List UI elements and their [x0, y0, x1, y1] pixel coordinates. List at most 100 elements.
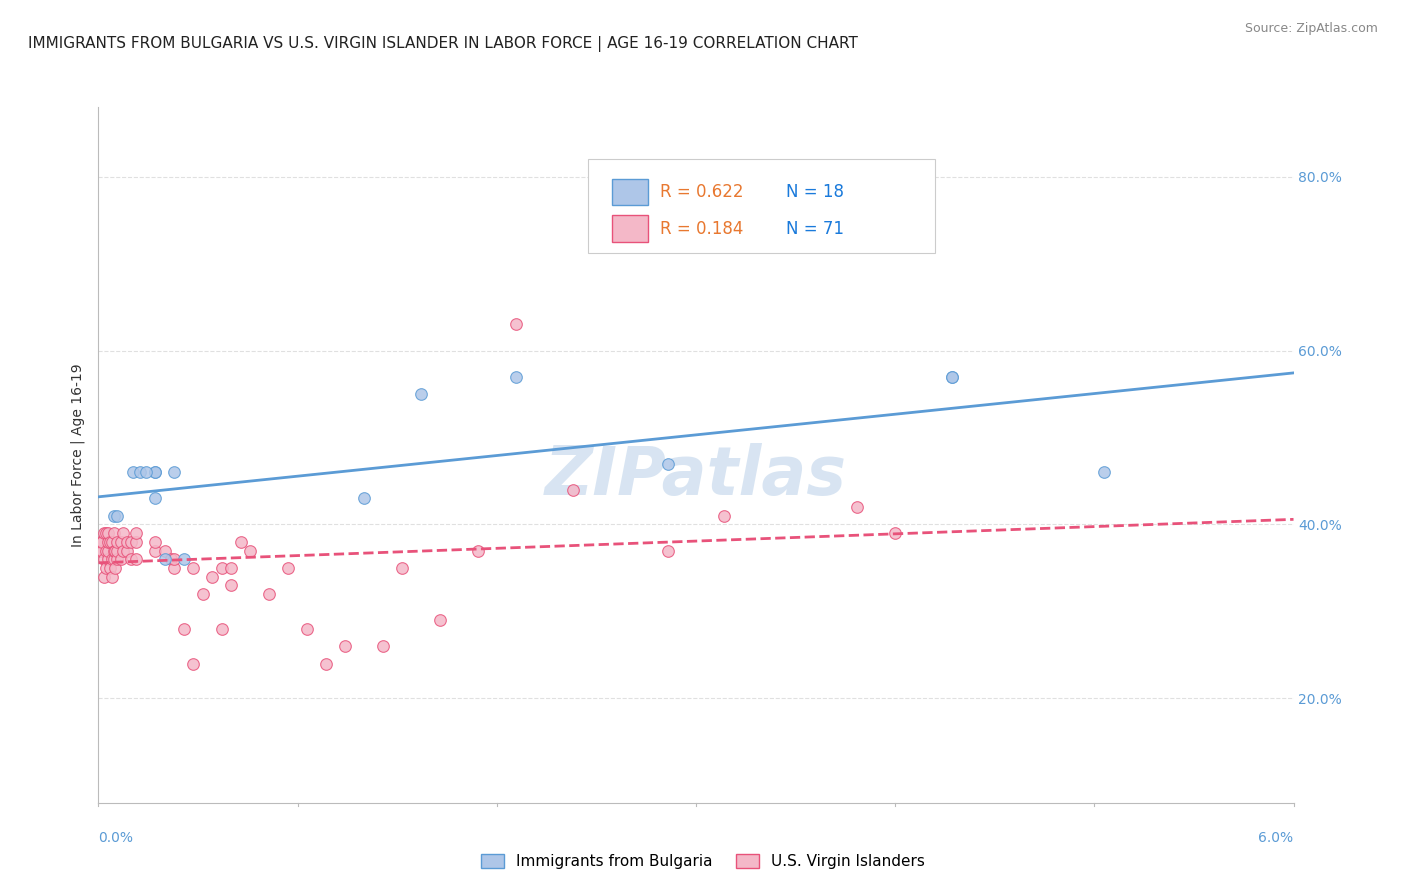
- Point: [125, 552, 148, 566]
- Point: [657, 543, 679, 558]
- Point: [163, 561, 186, 575]
- Point: [143, 466, 166, 480]
- Point: [211, 622, 233, 636]
- Text: ZIPatlas: ZIPatlas: [546, 442, 846, 508]
- Y-axis label: In Labor Force | Age 16-19: In Labor Force | Age 16-19: [70, 363, 86, 547]
- Point: [103, 552, 125, 566]
- Point: [105, 543, 128, 558]
- Point: [941, 369, 963, 384]
- Point: [505, 318, 527, 332]
- Point: [153, 543, 176, 558]
- Point: [94, 526, 117, 541]
- Point: [110, 534, 132, 549]
- Point: [181, 561, 204, 575]
- Point: [229, 534, 252, 549]
- Point: [315, 657, 337, 671]
- Point: [120, 534, 142, 549]
- Point: [98, 561, 121, 575]
- Text: N = 71: N = 71: [786, 219, 844, 237]
- Point: [125, 534, 148, 549]
- Point: [97, 534, 120, 549]
- Point: [91, 534, 114, 549]
- Point: [115, 543, 138, 558]
- Point: [112, 526, 135, 541]
- Point: [91, 534, 114, 549]
- Text: 6.0%: 6.0%: [1258, 830, 1294, 845]
- Point: [846, 500, 869, 514]
- Point: [201, 569, 224, 583]
- Point: [93, 526, 115, 541]
- Point: [163, 552, 186, 566]
- Text: R = 0.184: R = 0.184: [661, 219, 744, 237]
- Point: [391, 561, 413, 575]
- Point: [97, 526, 120, 541]
- Point: [89, 534, 111, 549]
- Point: [94, 543, 117, 558]
- Point: [112, 543, 135, 558]
- Point: [505, 369, 527, 384]
- Point: [105, 508, 128, 523]
- Point: [941, 369, 963, 384]
- Point: [211, 561, 233, 575]
- Point: [239, 543, 262, 558]
- Point: [89, 543, 111, 558]
- Point: [97, 543, 120, 558]
- Point: [120, 552, 142, 566]
- Point: [94, 561, 117, 575]
- Text: N = 18: N = 18: [786, 183, 844, 201]
- Point: [467, 543, 489, 558]
- Point: [93, 552, 115, 566]
- Text: Source: ZipAtlas.com: Source: ZipAtlas.com: [1244, 22, 1378, 36]
- Point: [163, 466, 186, 480]
- Point: [115, 534, 138, 549]
- Point: [143, 491, 166, 506]
- Point: [191, 587, 214, 601]
- Point: [173, 552, 195, 566]
- Point: [371, 639, 394, 653]
- Point: [159, 552, 181, 566]
- Point: [143, 543, 166, 558]
- Point: [257, 587, 280, 601]
- Point: [409, 387, 432, 401]
- Point: [104, 543, 127, 558]
- Point: [277, 561, 299, 575]
- Point: [219, 578, 242, 592]
- Point: [173, 622, 195, 636]
- Text: 0.0%: 0.0%: [98, 830, 134, 845]
- Point: [353, 491, 375, 506]
- Point: [97, 552, 120, 566]
- Point: [121, 466, 143, 480]
- Point: [1092, 466, 1115, 480]
- Point: [103, 526, 125, 541]
- Point: [429, 613, 451, 627]
- Point: [93, 569, 115, 583]
- FancyBboxPatch shape: [613, 178, 648, 205]
- Point: [100, 534, 122, 549]
- Point: [561, 483, 583, 497]
- Point: [103, 543, 125, 558]
- Text: R = 0.622: R = 0.622: [661, 183, 744, 201]
- Point: [143, 534, 166, 549]
- Point: [100, 569, 122, 583]
- Point: [295, 622, 318, 636]
- Point: [181, 657, 204, 671]
- FancyBboxPatch shape: [613, 215, 648, 242]
- Text: IMMIGRANTS FROM BULGARIA VS U.S. VIRGIN ISLANDER IN LABOR FORCE | AGE 16-19 CORR: IMMIGRANTS FROM BULGARIA VS U.S. VIRGIN …: [28, 36, 858, 52]
- Point: [153, 552, 176, 566]
- Point: [713, 508, 735, 523]
- FancyBboxPatch shape: [589, 159, 935, 253]
- Point: [129, 466, 152, 480]
- Point: [105, 552, 128, 566]
- Point: [98, 534, 121, 549]
- Point: [91, 543, 114, 558]
- Point: [100, 552, 122, 566]
- Point: [333, 639, 356, 653]
- Point: [884, 526, 907, 541]
- Point: [657, 457, 679, 471]
- Point: [103, 508, 125, 523]
- Point: [110, 552, 132, 566]
- Legend: Immigrants from Bulgaria, U.S. Virgin Islanders: Immigrants from Bulgaria, U.S. Virgin Is…: [475, 848, 931, 875]
- Point: [105, 534, 128, 549]
- Point: [135, 466, 157, 480]
- Point: [104, 561, 127, 575]
